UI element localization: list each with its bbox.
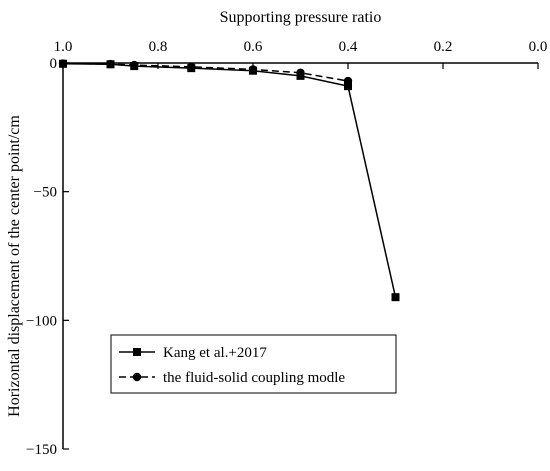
x-ticks: 1.0 0.8 0.6 0.4 0.2 0.0 — [54, 39, 548, 69]
x-tick-label: 0.6 — [244, 39, 263, 55]
x-tick-label: 0.2 — [434, 39, 453, 55]
series-2-point — [343, 76, 353, 86]
legend-box — [110, 334, 397, 394]
y-tick-label: −100 — [26, 313, 57, 329]
legend-label: Kang et al.+2017 — [163, 345, 267, 361]
legend-label: the fluid-solid coupling modle — [163, 370, 345, 386]
x-tick-label: 0.4 — [339, 39, 358, 55]
series-1-point — [344, 82, 352, 91]
legend-marker — [132, 372, 142, 382]
x-tick-label: 1.0 — [54, 39, 73, 55]
series-layer — [58, 59, 400, 302]
x-tick-label: 0.8 — [149, 39, 168, 55]
series-2-point — [296, 68, 305, 77]
legend-items: Kang et al.+2017 the fluid-solid coupling… — [119, 345, 345, 386]
legend-marker — [133, 348, 141, 356]
series-1-line — [62, 63, 397, 298]
y-tick-label: 0 — [50, 56, 58, 72]
y-axis-title: Horizontal displacement of the center po… — [6, 115, 23, 417]
y-tick-label: −50 — [34, 185, 57, 201]
series-2-point — [130, 60, 139, 70]
legend-item: Kang et al.+2017 — [119, 345, 267, 361]
x-tick-label: 0.0 — [529, 39, 548, 55]
legend: Kang et al.+2017 the fluid-solid coupling… — [110, 334, 397, 394]
series-2-line — [62, 62, 349, 82]
series-1-point — [391, 293, 400, 302]
legend-item: the fluid-solid coupling modle — [119, 370, 345, 386]
x-axis-title: Supporting pressure ratio — [220, 9, 382, 26]
series-2-point — [187, 62, 196, 72]
series-1 — [59, 59, 400, 302]
axes — [62, 62, 538, 449]
series-2-point — [58, 59, 68, 68]
series-2-point — [106, 59, 115, 69]
y-tick-label: −150 — [26, 442, 57, 458]
y-ticks: 0 −50 −100 −150 — [26, 56, 69, 458]
series-2-point — [248, 65, 258, 74]
series-2 — [58, 59, 353, 86]
